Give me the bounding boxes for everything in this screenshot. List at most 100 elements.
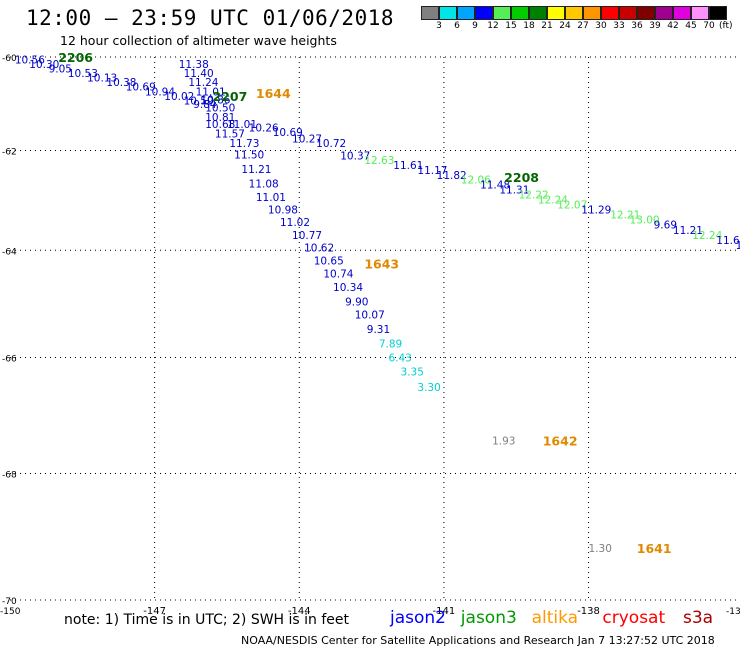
lat-tick-label: -68	[2, 471, 17, 481]
wave-height-label: 11.73	[229, 138, 259, 150]
wave-height-label: 10.86	[200, 94, 230, 106]
pass-labels: 2206 2207 1644 2208 1643 1642 1641	[58, 50, 671, 556]
wave-height-label: 11.01	[227, 119, 257, 131]
colorbar-label: 21	[541, 21, 553, 31]
wave-height-label: 11.57	[215, 129, 245, 141]
wave-height-label: 10.56	[15, 54, 45, 66]
lon-tick-label: -147	[143, 606, 166, 617]
wave-height-label: 12.21	[610, 210, 640, 222]
legend-s3a: s3a	[683, 608, 714, 628]
wave-height-label: 12.24	[692, 230, 722, 242]
colorbar-swatch	[439, 6, 457, 20]
wave-height-label: 11.02	[280, 217, 310, 229]
colorbar-swatch	[583, 6, 601, 20]
pass-number-label: 1642	[543, 434, 578, 449]
wave-height-label: 11.08	[249, 179, 279, 191]
map-grid	[10, 56, 738, 601]
lon-tick-label: -144	[288, 606, 311, 617]
lat-tick-label: -66	[2, 355, 17, 365]
colorbar-swatch	[709, 6, 727, 20]
colorbar-label: 18	[523, 21, 535, 31]
wave-height-label: 10.34	[333, 282, 363, 294]
wave-height-label: 11.21	[673, 225, 703, 237]
wave-height-label: 10.13	[87, 73, 117, 85]
wave-height-label: 10.98	[268, 205, 298, 217]
lon-tick-label: -138	[577, 606, 600, 617]
wave-height-label: 9.31	[367, 324, 390, 336]
wave-height-label: 10.74	[323, 269, 353, 281]
colorbar-swatch	[655, 6, 673, 20]
colorbar-swatch	[475, 6, 493, 20]
wave-height-label: 12.63	[364, 155, 394, 167]
pass-number-label: 1643	[364, 256, 399, 271]
colorbar-swatch	[547, 6, 565, 20]
legend-note: note: 1) Time is in UTC; 2) SWH is in fe…	[64, 612, 350, 628]
lon-tick-label: -141	[433, 606, 456, 617]
wave-height-label: 10.69	[126, 82, 156, 94]
wave-height-label: 11.61	[393, 160, 423, 172]
wave-height-label: 10.68	[205, 119, 235, 131]
map-subtitle: 12 hour collection of altimeter wave hei…	[60, 33, 337, 48]
wave-height-label: 10.27	[292, 133, 322, 145]
corner-label: -150	[0, 607, 21, 617]
colorbar-label: 3	[436, 21, 442, 31]
wave-height-label: 10.9	[736, 240, 740, 252]
legend-jason2: jason2	[390, 608, 446, 628]
lat-tick-label: -62	[2, 147, 17, 157]
wave-height-label: 10.07	[355, 310, 385, 322]
colorbar-label: 45	[685, 21, 697, 31]
wave-height-label: 9.05	[49, 63, 72, 75]
colorbar-label: 70	[703, 21, 715, 31]
wave-height-label: 10.94	[145, 86, 175, 98]
lat-tick-label: -64	[2, 247, 17, 257]
wave-height-label: 10.37	[340, 150, 370, 162]
colorbar-label: 15	[505, 21, 517, 31]
colorbar-label: 12	[487, 21, 499, 31]
colorbar-swatch	[601, 6, 619, 20]
legend-jason3: jason3	[460, 608, 517, 628]
colorbar-swatch	[673, 6, 691, 20]
pass-number-label: 2208	[504, 170, 539, 185]
wave-height-label: 12.06	[461, 175, 491, 187]
colorbar-swatch	[637, 6, 655, 20]
wave-height-label: 10.77	[292, 230, 322, 242]
wave-height-points: 10.5610.309.0510.5310.1310.3810.6910.941…	[15, 54, 740, 555]
lat-tick-label: -60	[2, 54, 17, 64]
colorbar-swatch	[619, 6, 637, 20]
colorbar-label: 36	[631, 21, 643, 31]
corner-label: -13	[726, 607, 740, 617]
colorbar-label: 27	[577, 21, 589, 31]
wave-height-label: 3.35	[401, 367, 424, 379]
pass-number-label: 2207	[212, 89, 247, 104]
wave-height-label: 3.30	[417, 382, 440, 394]
colorbar-label: 24	[559, 21, 571, 31]
wave-height-label: 11.31	[499, 185, 529, 197]
wave-height-label: 11.66	[716, 235, 740, 247]
pass-number-label: 1644	[256, 86, 291, 101]
colorbar-swatch	[565, 6, 583, 20]
wave-height-label: 9.84	[193, 99, 217, 111]
wave-height-label: 10.81	[205, 112, 235, 124]
wave-height-label: 10.72	[316, 138, 346, 150]
wave-height-label: 10.50	[205, 103, 235, 115]
wave-height-label: 9.69	[654, 220, 677, 232]
wave-height-label: 12.24	[538, 195, 568, 207]
wave-height-label: 11.17	[417, 165, 447, 177]
wave-height-label: 9.90	[345, 296, 368, 308]
wave-height-label: 1.93	[492, 436, 515, 448]
colorbar-label: 6	[454, 21, 460, 31]
colorbar-label: 30	[595, 21, 607, 31]
pass-number-label: 2206	[58, 50, 93, 65]
wave-height-label: 11.48	[480, 180, 510, 192]
wave-height-label: 11.38	[179, 59, 209, 71]
wave-height-label: 10.02	[164, 91, 194, 103]
wave-height-label: 12.22	[519, 190, 549, 202]
colorbar-swatch	[493, 6, 511, 20]
map-title: 12:00 – 23:59 UTC 01/06/2018	[26, 6, 395, 30]
wave-height-label: 10.69	[273, 127, 303, 139]
footer-credit: NOAA/NESDIS Center for Satellite Applica…	[241, 634, 715, 647]
wave-height-label: 11.01	[256, 192, 286, 204]
colorbar-swatch	[457, 6, 475, 20]
wave-height-label: 11.82	[437, 170, 467, 182]
wave-height-label: 1.30	[589, 543, 612, 555]
